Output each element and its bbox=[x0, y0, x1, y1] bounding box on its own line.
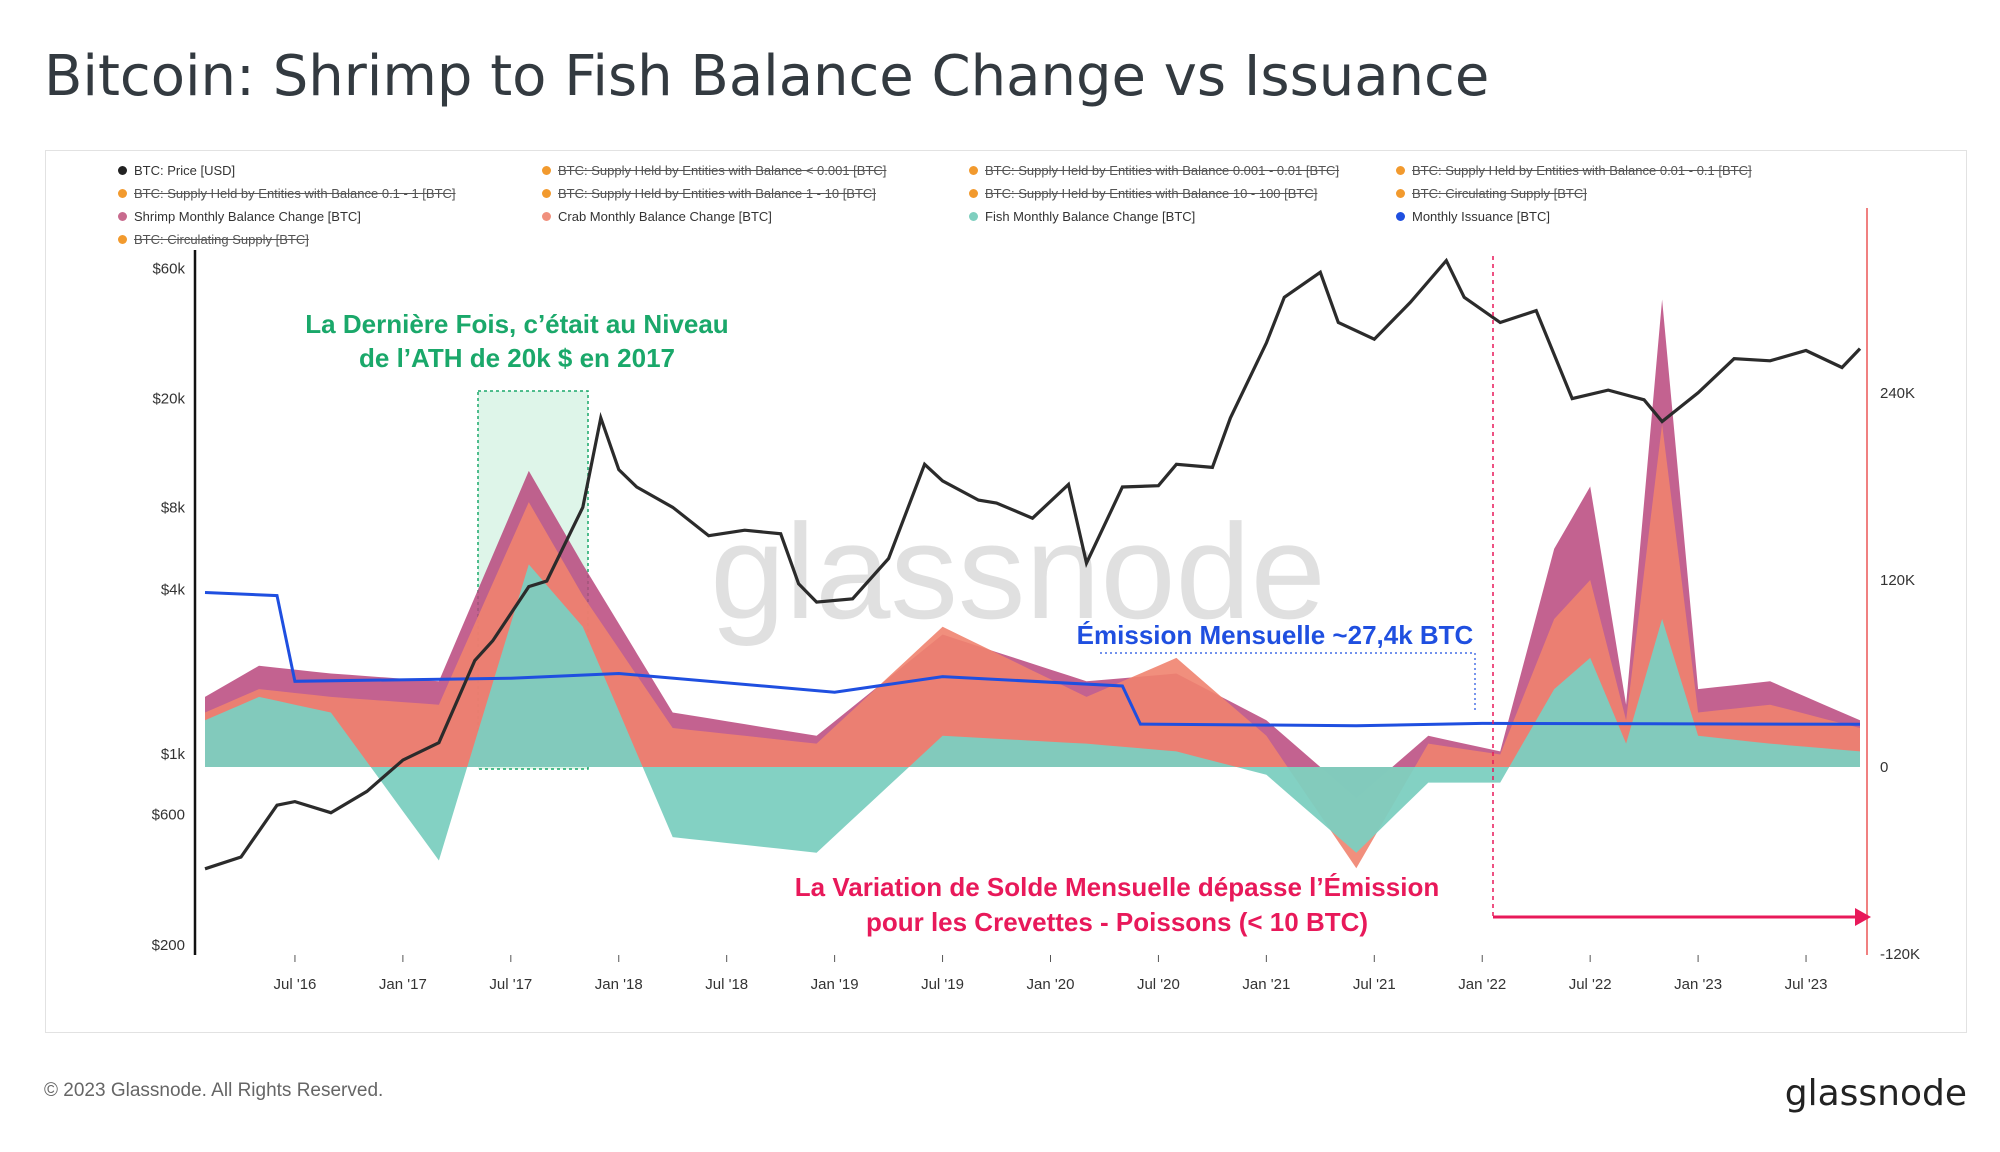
left-axis-tick-label: $60k bbox=[152, 260, 185, 277]
price-line bbox=[204, 257, 1862, 871]
issuance-bracket bbox=[1100, 652, 1476, 712]
legend-item-circulating-supply[interactable]: BTC: Circulating Supply [BTC] bbox=[1396, 186, 1587, 201]
legend-item-supply-lt-0001[interactable]: BTC: Supply Held by Entities with Balanc… bbox=[542, 163, 886, 178]
legend-label: Shrimp Monthly Balance Change [BTC] bbox=[134, 209, 361, 224]
legend-item-shrimp[interactable]: Shrimp Monthly Balance Change [BTC] bbox=[118, 209, 361, 224]
legend-label: BTC: Supply Held by Entities with Balanc… bbox=[985, 163, 1340, 178]
x-axis-tick-label: Jan '17 bbox=[379, 976, 427, 993]
left-axis-tick-label: $200 bbox=[152, 937, 185, 954]
legend-dot bbox=[118, 212, 127, 221]
left-axis-tick-label: $1k bbox=[161, 746, 186, 763]
legend-dot bbox=[118, 189, 127, 198]
legend-label: Fish Monthly Balance Change [BTC] bbox=[985, 209, 1196, 224]
legend-label: BTC: Supply Held by Entities with Balanc… bbox=[985, 186, 1318, 201]
legend-item-price[interactable]: BTC: Price [USD] bbox=[118, 163, 235, 178]
legend-label: BTC: Circulating Supply [BTC] bbox=[1412, 186, 1587, 201]
legend-dot bbox=[118, 235, 127, 244]
legend-item-supply-0001-001[interactable]: BTC: Supply Held by Entities with Balanc… bbox=[969, 163, 1339, 178]
footer-copyright: © 2023 Glassnode. All Rights Reserved. bbox=[44, 1080, 384, 1101]
x-axis-tick-label: Jul '23 bbox=[1785, 976, 1828, 993]
x-axis-tick-label: Jan '19 bbox=[811, 976, 859, 993]
left-axis-tick-label: $20k bbox=[152, 391, 185, 408]
x-axis-tick-label: Jul '19 bbox=[921, 976, 964, 993]
x-axis-tick-label: Jan '20 bbox=[1027, 976, 1075, 993]
x-axis-tick-label: Jan '22 bbox=[1458, 976, 1506, 993]
glassnode-logo: glassnode bbox=[1784, 1073, 1967, 1114]
right-axis-tick-label: 240K bbox=[1880, 385, 1915, 402]
legend-dot bbox=[969, 189, 978, 198]
left-axis-tick-label: $600 bbox=[152, 807, 185, 824]
legend-label: BTC: Circulating Supply [BTC] bbox=[134, 232, 309, 247]
legend-item-supply-001-01[interactable]: BTC: Supply Held by Entities with Balanc… bbox=[1396, 163, 1752, 178]
legend-dot bbox=[1396, 189, 1405, 198]
legend-dot bbox=[542, 166, 551, 175]
x-axis-tick-label: Jul '18 bbox=[705, 976, 748, 993]
x-axis-tick-label: Jul '16 bbox=[274, 976, 317, 993]
issuance-line bbox=[204, 591, 1861, 728]
x-axis-tick-label: Jan '21 bbox=[1242, 976, 1290, 993]
right-axis-tick-label: -120K bbox=[1880, 946, 1920, 963]
fish-area bbox=[205, 564, 1860, 861]
legend-dot bbox=[969, 166, 978, 175]
legend-dot bbox=[542, 212, 551, 221]
left-axis-ticks: $200 $600 $1k $4k $8k $20k $60k bbox=[152, 260, 186, 954]
left-axis-tick-label: $8k bbox=[161, 499, 186, 516]
x-axis-tick-label: Jul '21 bbox=[1353, 976, 1396, 993]
variation-annotation-line2: pour les Crevettes - Poissons (< 10 BTC) bbox=[866, 907, 1368, 937]
right-axis-ticks: -120K 0 120K 240K bbox=[1880, 385, 1920, 963]
legend-label: BTC: Supply Held by Entities with Balanc… bbox=[134, 186, 456, 201]
right-axis-tick-label: 0 bbox=[1880, 759, 1888, 776]
legend-item-supply-10-100[interactable]: BTC: Supply Held by Entities with Balanc… bbox=[969, 186, 1317, 201]
arrow-head-icon bbox=[1855, 908, 1871, 926]
legend-item-circulating-supply-2[interactable]: BTC: Circulating Supply [BTC] bbox=[118, 232, 309, 247]
legend-item-crab[interactable]: Crab Monthly Balance Change [BTC] bbox=[542, 209, 772, 224]
page-title: Bitcoin: Shrimp to Fish Balance Change v… bbox=[44, 44, 1490, 109]
legend-dot bbox=[969, 212, 978, 221]
x-axis-tick-label: Jan '23 bbox=[1674, 976, 1722, 993]
x-axis-tick-label: Jul '20 bbox=[1137, 976, 1180, 993]
chart-frame: BTC: Price [USD] BTC: Supply Held by Ent… bbox=[45, 150, 1967, 1033]
legend-item-supply-01-1[interactable]: BTC: Supply Held by Entities with Balanc… bbox=[118, 186, 456, 201]
chart-watermark: glassnode bbox=[710, 496, 1325, 647]
legend-label: Crab Monthly Balance Change [BTC] bbox=[558, 209, 772, 224]
x-axis-tick-label: Jul '17 bbox=[489, 976, 532, 993]
issuance-annotation: Émission Mensuelle ~27,4k BTC bbox=[1077, 620, 1474, 650]
x-axis-tick-label: Jul '22 bbox=[1569, 976, 1612, 993]
legend-dot bbox=[1396, 166, 1405, 175]
legend-label: Monthly Issuance [BTC] bbox=[1412, 209, 1550, 224]
right-axis-tick-label: 120K bbox=[1880, 572, 1915, 589]
x-axis-ticks: Jul '16 Jan '17 Jul '17 Jan '18 Jul '18 Jan '… bbox=[274, 955, 1828, 993]
ath-annotation-line1: La Dernière Fois, c’était au Niveau bbox=[305, 309, 728, 339]
legend-item-supply-1-10[interactable]: BTC: Supply Held by Entities with Balanc… bbox=[542, 186, 876, 201]
legend-dot bbox=[118, 166, 127, 175]
legend-dot bbox=[1396, 212, 1405, 221]
legend-label: BTC: Supply Held by Entities with Balanc… bbox=[1412, 163, 1752, 178]
ath-annotation-line2: de l’ATH de 20k $ en 2017 bbox=[359, 343, 675, 373]
legend-label: BTC: Supply Held by Entities with Balanc… bbox=[558, 186, 876, 201]
legend-label: BTC: Price [USD] bbox=[134, 163, 236, 178]
left-axis-tick-label: $4k bbox=[161, 582, 186, 599]
x-axis-tick-label: Jan '18 bbox=[595, 976, 643, 993]
legend-item-fish[interactable]: Fish Monthly Balance Change [BTC] bbox=[969, 209, 1195, 224]
legend-dot bbox=[542, 189, 551, 198]
legend-item-issuance[interactable]: Monthly Issuance [BTC] bbox=[1396, 209, 1550, 224]
legend-label: BTC: Supply Held by Entities with Balanc… bbox=[558, 163, 887, 178]
variation-annotation-line1: La Variation de Solde Mensuelle dépasse … bbox=[795, 872, 1439, 902]
